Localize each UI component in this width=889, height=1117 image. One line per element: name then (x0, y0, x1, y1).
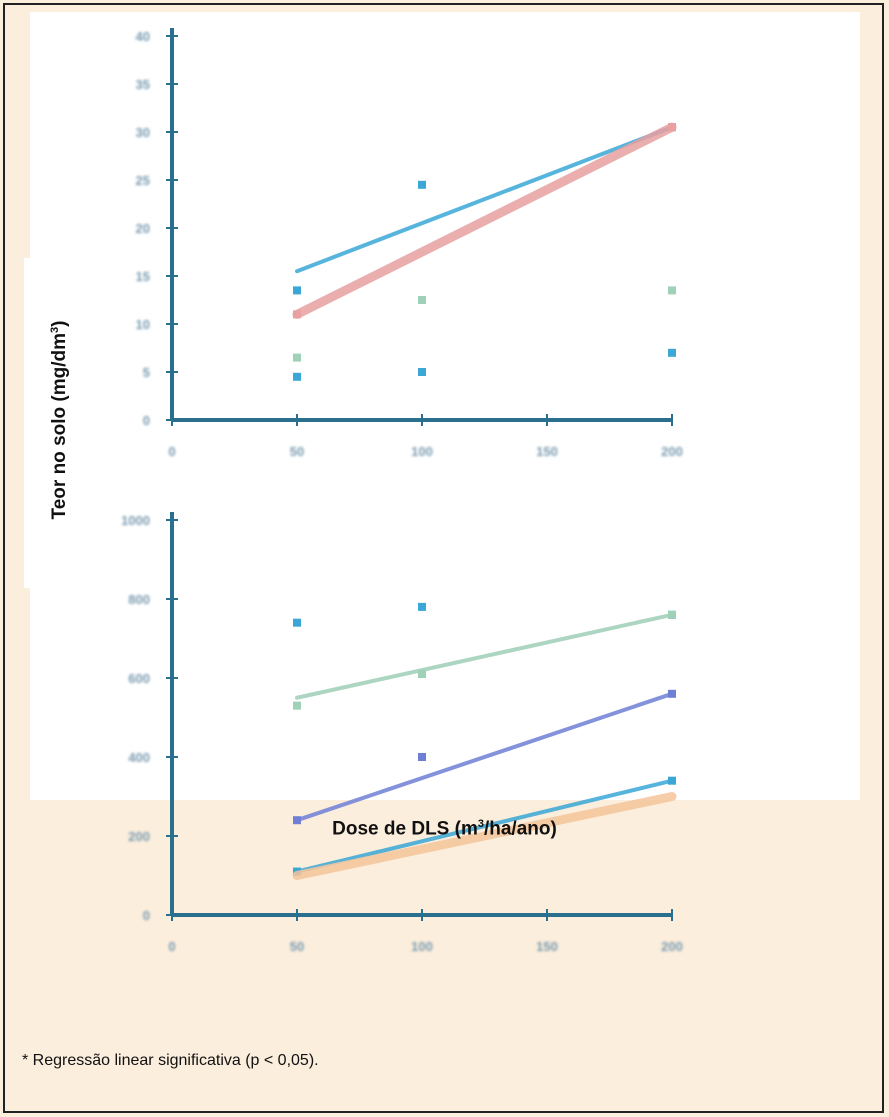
data-point (668, 776, 676, 785)
data-point (293, 618, 301, 627)
y-tick-label: 25 (136, 173, 150, 188)
y-tick-label: 200 (128, 829, 150, 844)
y-tick-label: 5 (143, 365, 150, 380)
y-tick-label: 15 (136, 269, 150, 284)
y-tick-label: 30 (136, 125, 150, 140)
x-tick-label: 50 (290, 939, 304, 954)
data-point (293, 286, 301, 295)
x-tick-label: 0 (168, 444, 175, 459)
y-tick-label: 20 (136, 221, 150, 236)
x-tick-label: 200 (661, 939, 683, 954)
x-tick-label: 50 (290, 444, 304, 459)
data-point (668, 286, 676, 295)
data-point (668, 689, 676, 698)
y-tick-label: 1000 (121, 513, 150, 528)
regression-line (295, 612, 674, 700)
data-point (418, 670, 426, 679)
x-tick-label: 0 (168, 939, 175, 954)
y-tick-label: 400 (128, 750, 150, 765)
y-tick-label: 0 (143, 908, 150, 923)
y-tick-label: 10 (136, 317, 150, 332)
data-point (418, 368, 426, 376)
y-tick-label: 0 (143, 413, 150, 428)
data-point (418, 602, 426, 611)
data-point (668, 610, 676, 619)
x-tick-label: 100 (411, 444, 433, 459)
y-tick-label: 600 (128, 671, 150, 686)
y-tick-label: 35 (136, 77, 150, 92)
data-point (418, 296, 426, 304)
data-point (293, 353, 301, 362)
x-tick-label: 100 (411, 939, 433, 954)
y-axis-label: Teor no solo (mg/dm3) (48, 320, 71, 520)
x-axis-label: Dose de DLS (m3/ha/ano) (332, 818, 557, 840)
regression-line (295, 778, 674, 874)
x-tick-label: 200 (661, 444, 683, 459)
regression-line (292, 122, 677, 319)
plot-panel (30, 12, 860, 800)
regression-line (292, 792, 677, 880)
data-point (293, 816, 301, 825)
data-point (293, 372, 301, 381)
data-point (293, 310, 301, 319)
data-point (418, 180, 426, 189)
data-point (668, 123, 676, 132)
data-point (293, 701, 301, 710)
regression-line (295, 125, 674, 274)
x-tick-label: 150 (536, 444, 558, 459)
x-tick-label: 150 (536, 939, 558, 954)
footnote: * Regressão linear significativa (p < 0,… (22, 1052, 319, 1069)
data-point (418, 753, 426, 761)
data-point (668, 348, 676, 357)
regression-line (295, 691, 674, 823)
y-tick-label: 800 (128, 592, 150, 607)
ylabel-box (24, 258, 94, 588)
y-tick-label: 40 (136, 29, 150, 44)
